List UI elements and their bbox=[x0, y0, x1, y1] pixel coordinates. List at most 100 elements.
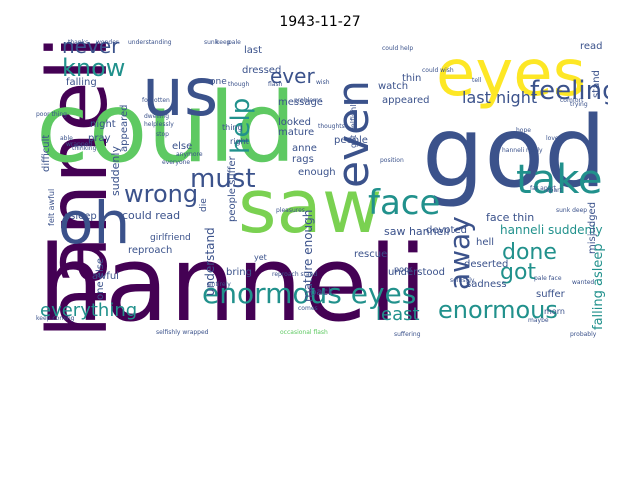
cloud-word: wish bbox=[316, 79, 330, 86]
cloud-word: trying bbox=[570, 101, 588, 108]
cloud-word: falling asleep bbox=[591, 243, 606, 330]
cloud-word: problems bbox=[294, 97, 322, 104]
cloud-word: though bbox=[228, 81, 250, 88]
cloud-word: take bbox=[516, 157, 603, 203]
cloud-word: night bbox=[90, 119, 116, 130]
cloud-word: selfishly wrapped bbox=[156, 329, 209, 336]
cloud-word: comfort bbox=[560, 97, 584, 104]
cloud-word: looked bbox=[278, 117, 311, 128]
cloud-word: forgotten bbox=[142, 97, 170, 104]
cloud-word: probably bbox=[570, 331, 597, 338]
cloud-word: love bbox=[546, 135, 559, 142]
cloud-word: pale face bbox=[534, 275, 562, 282]
cloud-word: everything bbox=[40, 300, 138, 321]
cloud-word: dressed bbox=[242, 65, 282, 76]
cloud-word: ever bbox=[270, 64, 315, 88]
cloud-word: wonder bbox=[96, 39, 119, 46]
cloud-word: saw hanneli bbox=[384, 225, 450, 238]
cloud-word: devoted bbox=[426, 225, 467, 236]
figure-title: 1943-11-27 bbox=[279, 14, 361, 30]
cloud-word: wrong bbox=[124, 180, 199, 208]
cloud-word: enough bbox=[298, 167, 336, 178]
cloud-word: entirely bbox=[208, 281, 231, 288]
cloud-word: poor thing bbox=[36, 111, 67, 118]
cloud-word: keep coming bbox=[36, 315, 75, 322]
cloud-word: helplessly bbox=[144, 121, 174, 128]
cloud-word: tell bbox=[472, 77, 482, 84]
cloud-word: far bbox=[428, 159, 437, 166]
cloud-word: flash bbox=[268, 81, 283, 88]
cloud-word: stop bbox=[156, 131, 169, 138]
cloud-word: reproach bbox=[128, 245, 173, 256]
cloud-word: sadness bbox=[466, 279, 507, 290]
cloud-word: rescue bbox=[354, 249, 388, 260]
cloud-word: face bbox=[368, 183, 441, 223]
cloud-word: people bbox=[334, 135, 368, 146]
cloud-word: read bbox=[580, 41, 603, 52]
cloud-word: pray bbox=[88, 133, 111, 144]
cloud-word: comes bbox=[298, 305, 318, 312]
cloud-word: apart bbox=[546, 187, 562, 194]
cloud-word: able bbox=[60, 135, 73, 142]
cloud-word: thanks bbox=[68, 39, 89, 46]
cloud-word: sunk deep bbox=[556, 207, 588, 214]
cloud-word: selfishly bbox=[450, 277, 475, 284]
cloud-word: bring bbox=[226, 267, 252, 278]
cloud-word: could wish bbox=[422, 67, 454, 74]
cloud-word: message bbox=[278, 97, 323, 108]
cloud-word: could read bbox=[122, 209, 181, 222]
cloud-word: suddenly bbox=[109, 146, 122, 196]
cloud-word: got bbox=[500, 260, 537, 285]
cloud-word: watch bbox=[378, 81, 409, 92]
cloud-word: back bbox=[310, 287, 334, 298]
cloud-word: eyes bbox=[436, 37, 586, 111]
cloud-word: stand bbox=[591, 70, 602, 98]
cloud-word: die bbox=[199, 198, 209, 212]
cloud-word: dwelling bbox=[144, 113, 170, 120]
cloud-word: last bbox=[244, 45, 263, 56]
cloud-word: people suffer bbox=[227, 156, 238, 222]
cloud-word: sunk bbox=[204, 39, 219, 46]
cloud-word: far apart bbox=[530, 185, 557, 192]
cloud-word: rags bbox=[292, 154, 314, 165]
cloud-word: felt awful bbox=[47, 188, 56, 226]
cloud-word: morn bbox=[544, 307, 565, 316]
cloud-word: never bbox=[62, 36, 120, 58]
cloud-word: last night bbox=[462, 88, 538, 107]
cloud-word: yet bbox=[254, 253, 267, 262]
cloud-word: pleasures bbox=[276, 207, 305, 214]
cloud-word: feeling bbox=[530, 76, 608, 106]
cloud-word: maybe bbox=[528, 317, 549, 324]
cloud-word: oh bbox=[58, 189, 131, 257]
cloud-word: could help bbox=[382, 45, 414, 52]
cloud-word: asleep bbox=[64, 211, 97, 222]
cloud-word: hanneli suddenly bbox=[500, 223, 603, 237]
cloud-word: hell bbox=[476, 237, 495, 248]
cloud-word: thin bbox=[402, 73, 422, 84]
cloud-word: saw bbox=[238, 164, 383, 250]
cloud-word: enormous bbox=[438, 296, 558, 324]
cloud-word: anne bbox=[292, 143, 317, 154]
cloud-word: position bbox=[380, 157, 404, 164]
cloud-word: else bbox=[172, 141, 193, 152]
cloud-word: know bbox=[62, 54, 126, 82]
cloud-word: difficult bbox=[41, 134, 52, 172]
cloud-word: got selfishly bbox=[349, 99, 358, 148]
cloud-word: everyone bbox=[162, 159, 191, 166]
cloud-word: anymore bbox=[176, 151, 203, 158]
cloud-word: mature bbox=[278, 127, 315, 138]
cloud-word: awful bbox=[92, 271, 119, 282]
cloud-word: deserted bbox=[464, 259, 509, 270]
cloud-word: least bbox=[376, 304, 420, 325]
cloud-word: understanding bbox=[128, 39, 172, 46]
cloud-word: appeared bbox=[119, 104, 130, 153]
cloud-word: keep bbox=[216, 39, 231, 46]
cloud-word: hanneli really bbox=[502, 147, 543, 154]
cloud-word: hope bbox=[516, 127, 531, 134]
cloud-word: understood bbox=[388, 267, 446, 278]
cloud-word: misjudged bbox=[587, 201, 598, 254]
cloud-word: thing bbox=[222, 123, 243, 132]
cloud-word: wanted bbox=[572, 279, 595, 286]
word-cloud: hanneli hanneli could god saw eyes us oh… bbox=[32, 36, 608, 342]
cloud-word: enormous eyes bbox=[202, 277, 417, 310]
